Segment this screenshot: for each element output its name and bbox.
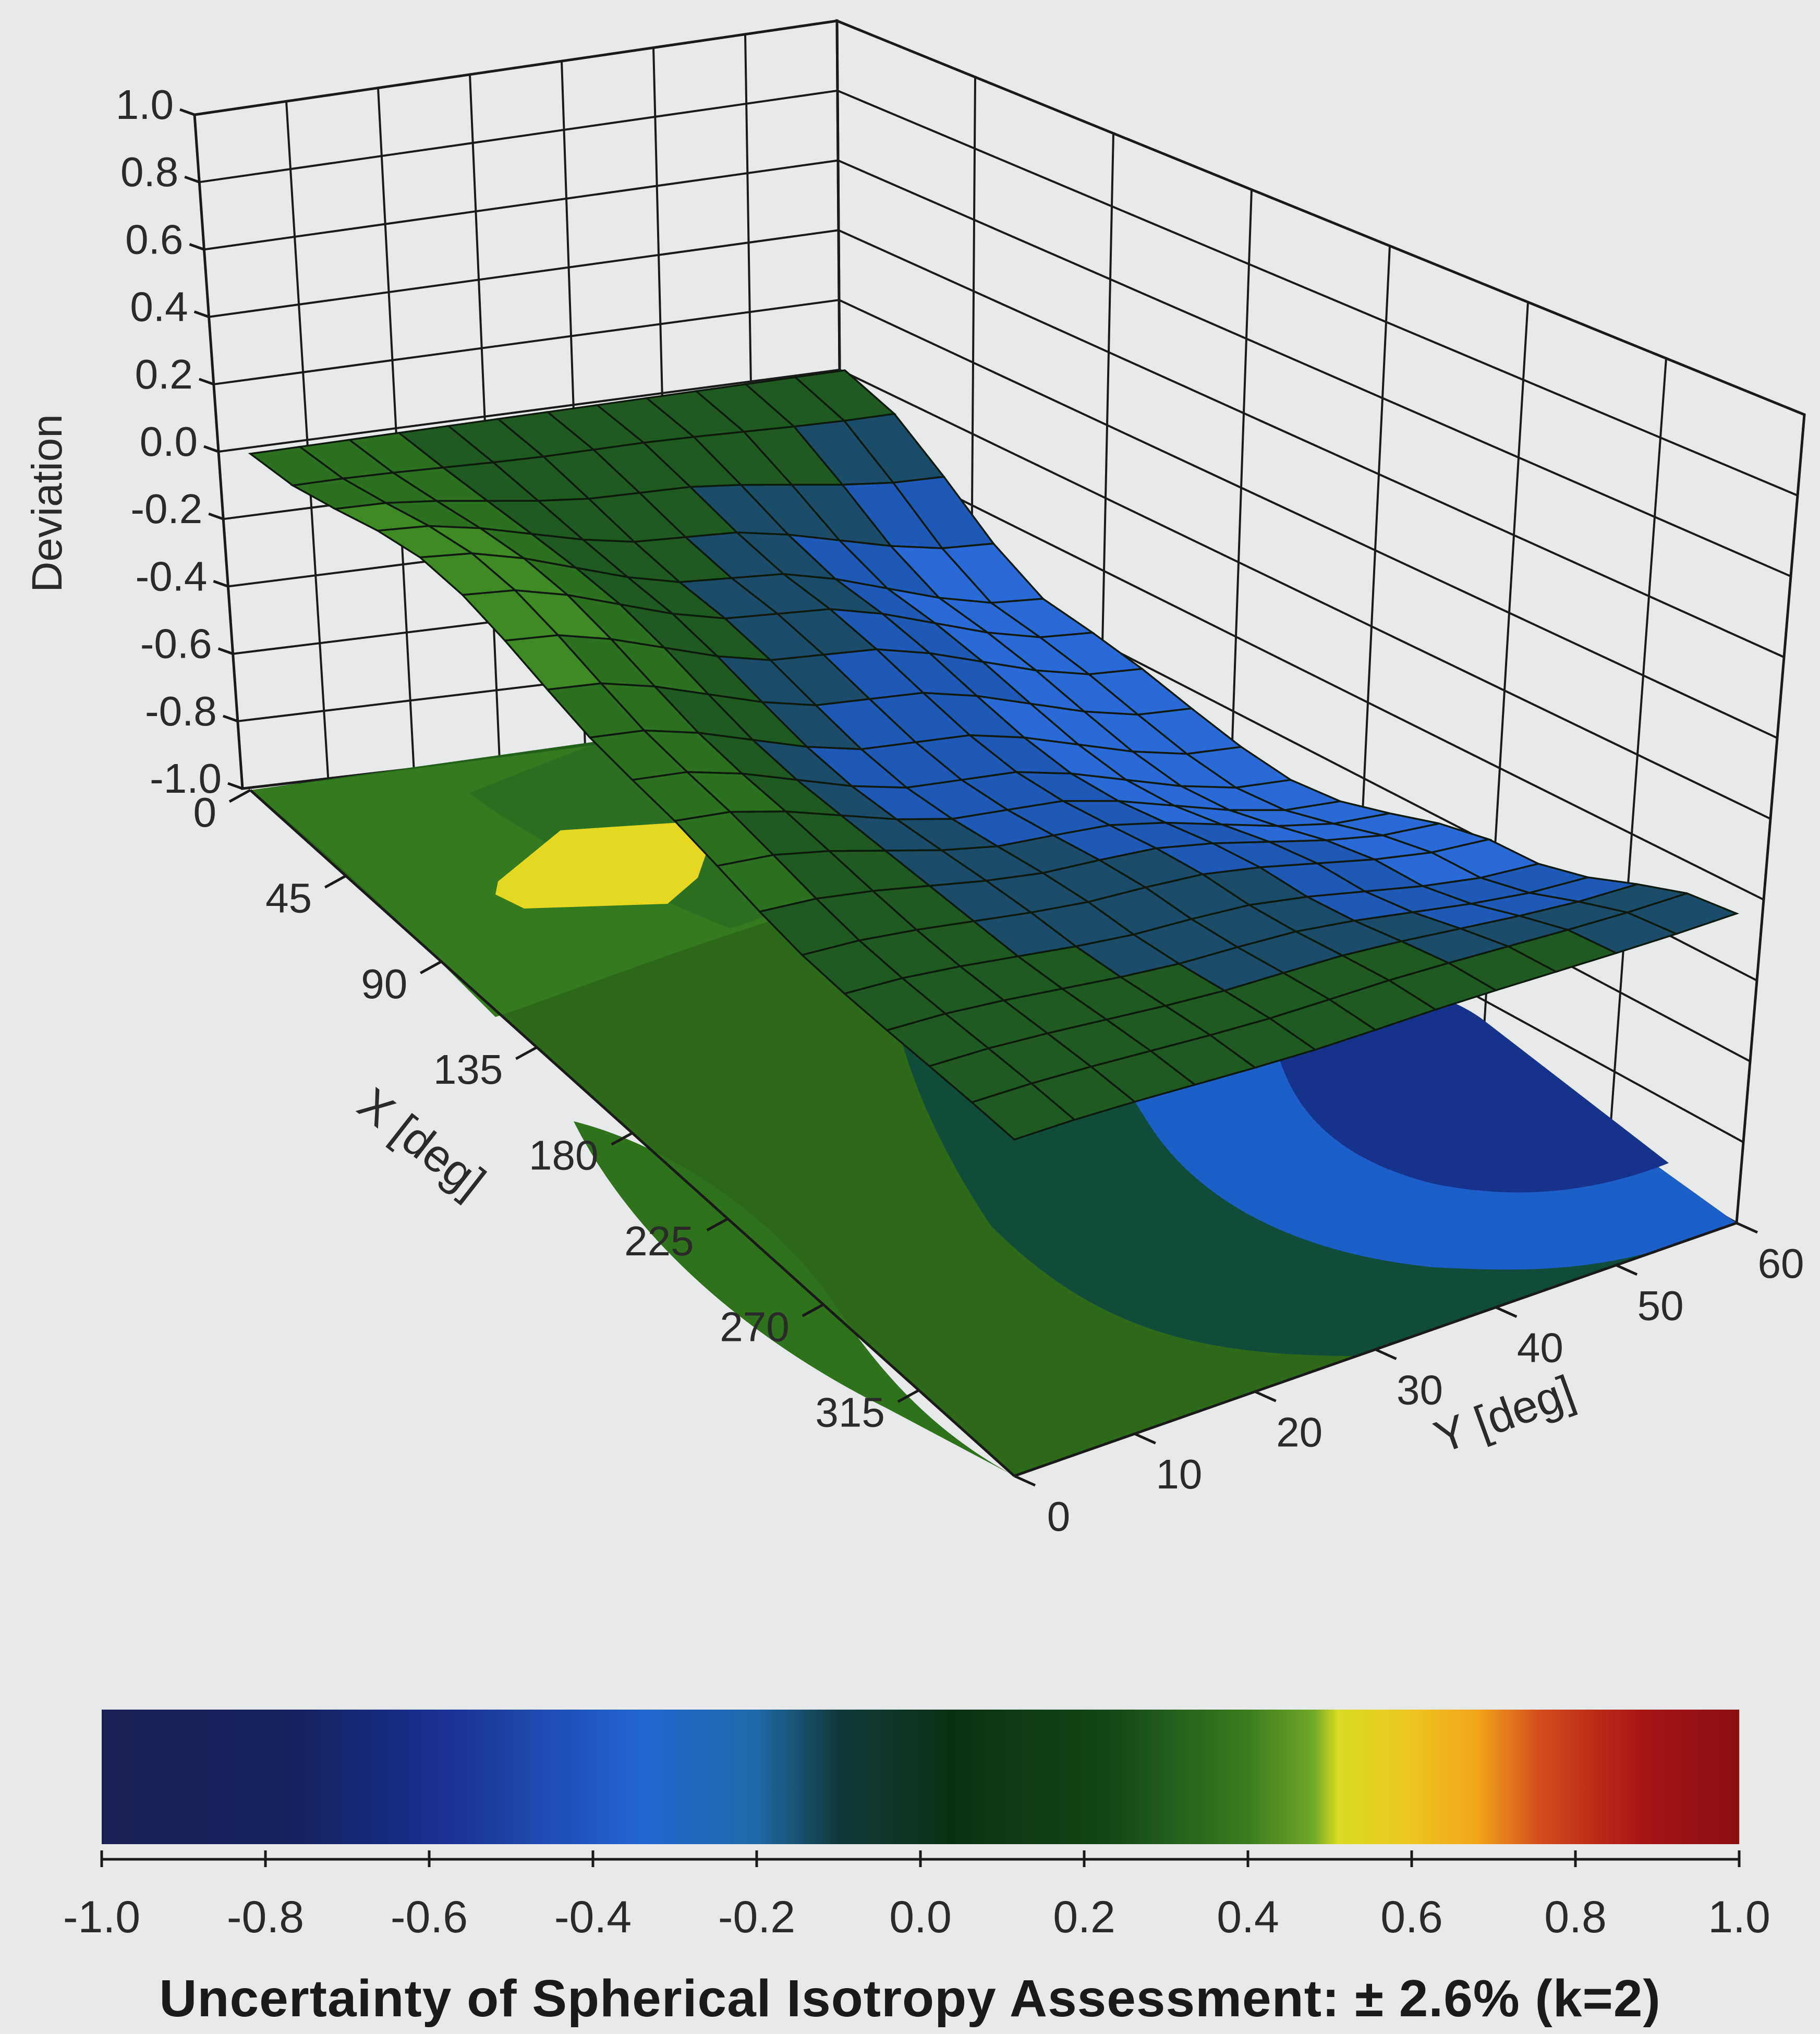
- colorbar-tick-label: -0.8: [227, 1892, 304, 1942]
- wall-gridline: [199, 89, 838, 184]
- colorbar: [102, 1710, 1739, 1861]
- colorbar-tick-label: 1.0: [1708, 1892, 1770, 1942]
- colorbar-tick-label: 0.4: [1217, 1892, 1279, 1942]
- x-axis-title: X [deg]: [348, 1077, 495, 1208]
- y-tick-label: 0: [1047, 1493, 1071, 1540]
- wall-gridline: [837, 89, 1798, 497]
- y-axis-line: [1014, 1221, 1737, 1478]
- z-tick-mark: [189, 243, 205, 251]
- colorbar-tick-label: -0.6: [391, 1892, 468, 1942]
- floor-lower-green: [574, 1121, 1014, 1476]
- x-tick-mark: [228, 789, 251, 803]
- y-tick-mark: [1134, 1432, 1156, 1445]
- y-tick-mark: [1254, 1390, 1277, 1402]
- x-tick-label: 225: [624, 1218, 694, 1264]
- z-tick-mark: [227, 782, 243, 790]
- x-tick-mark: [897, 1389, 920, 1403]
- colorbar-tick-label: 0.8: [1544, 1892, 1607, 1942]
- colorbar-gradient: [102, 1710, 1739, 1844]
- y-tick-label: 10: [1156, 1451, 1202, 1497]
- y-tick-mark: [1495, 1306, 1518, 1318]
- colorbar-tick-label: 0.0: [889, 1892, 952, 1942]
- z-tick-mark: [179, 108, 195, 116]
- z-tick-mark: [203, 445, 219, 453]
- z-tick-mark: [193, 310, 210, 318]
- wall-gridline: [194, 20, 838, 116]
- z-tick-mark: [222, 715, 238, 723]
- z-axis-title: Deviation: [23, 414, 71, 592]
- z-tick-label: 0.2: [135, 351, 193, 397]
- x-tick-mark: [611, 1132, 633, 1146]
- floor-yellow-spot: [495, 821, 712, 909]
- y-axis-title: Y [deg]: [1427, 1365, 1581, 1463]
- z-tick-label: 0.4: [130, 284, 188, 330]
- x-tick-label: 270: [720, 1303, 789, 1350]
- z-tick-label: -0.6: [140, 621, 212, 667]
- y-tick-mark: [1616, 1264, 1638, 1276]
- z-axis: 1.0 0.8 0.6 0.4 0.2 0.0 -0.2 -0.4 -0.6 -0.8 -1.0: [116, 81, 243, 802]
- y-tick-mark: [1375, 1348, 1397, 1360]
- y-tick-label: 50: [1637, 1282, 1684, 1329]
- z-tick-label: -1.0: [150, 755, 222, 802]
- y-tick-label: 60: [1758, 1240, 1804, 1287]
- z-tick-mark: [208, 512, 224, 520]
- z-tick-label: 0.0: [140, 418, 198, 465]
- x-axis-line: [249, 789, 1015, 1477]
- surface-patch: [970, 1082, 1076, 1141]
- wall-gridline: [839, 369, 1771, 820]
- x-axis: 0 45 90 135 180 225 270 315: [193, 789, 1015, 1477]
- deviation-surface: [248, 369, 1740, 1141]
- colorbar-tick-label: 0.2: [1053, 1892, 1115, 1942]
- y-axis: 0 10 20 30 40 50 60: [1013, 1221, 1804, 1540]
- y-tick-label: 20: [1276, 1409, 1322, 1455]
- wall-gridline: [218, 369, 840, 453]
- colorbar-ticks: -1.0 -0.8 -0.6 -0.4 -0.2 0.0 0.2 0.4 0.6 0.8 1.0: [63, 1850, 1770, 1942]
- x-tick-mark: [706, 1217, 729, 1232]
- wall-gridline: [838, 159, 1791, 577]
- wall-gridline: [213, 299, 840, 385]
- y-tick-mark: [1013, 1474, 1036, 1487]
- wall-gridline: [838, 229, 1785, 658]
- z-tick-label: -0.8: [145, 688, 217, 734]
- wall-gridline: [840, 439, 1764, 901]
- x-tick-label: 0: [193, 789, 217, 836]
- y-tick-mark: [1736, 1221, 1758, 1234]
- x-tick-mark: [515, 1046, 538, 1060]
- colorbar-tick-label: -0.4: [554, 1892, 632, 1942]
- z-tick-label: 0.6: [125, 216, 183, 262]
- x-tick-mark: [420, 960, 442, 974]
- colorbar-tick-label: -0.2: [718, 1892, 795, 1942]
- wall-gridline: [377, 88, 415, 769]
- x-tick-mark: [324, 875, 347, 889]
- x-tick-label: 135: [433, 1046, 503, 1093]
- z-tick-mark: [213, 580, 229, 588]
- wall-gridline: [836, 20, 1805, 416]
- x-tick-label: 315: [815, 1389, 884, 1436]
- z-tick-label: -0.2: [130, 486, 202, 532]
- colorbar-tick-label: 0.6: [1380, 1892, 1443, 1942]
- wall-gridline: [209, 229, 839, 318]
- wall-gridline: [285, 101, 330, 779]
- z-tick-mark: [198, 378, 214, 386]
- wall-gridline: [1608, 358, 1667, 1152]
- z-tick-label: -0.4: [136, 553, 208, 599]
- x-tick-label: 90: [361, 961, 407, 1007]
- x-tick-label: 45: [265, 875, 312, 921]
- wall-gridline: [204, 159, 839, 251]
- x-tick-mark: [802, 1303, 824, 1317]
- z-tick-mark: [217, 647, 234, 655]
- x-tick-label: 180: [529, 1132, 598, 1179]
- y-tick-label: 30: [1397, 1367, 1443, 1413]
- wall-gridline: [469, 74, 501, 759]
- z-tick-label: 1.0: [116, 81, 174, 128]
- y-tick-label: 40: [1517, 1325, 1563, 1371]
- z-tick-mark: [184, 175, 200, 184]
- colorbar-tick-label: -1.0: [63, 1892, 140, 1942]
- uncertainty-caption: Uncertainty of Spherical Isotropy Assess…: [159, 1969, 1661, 2028]
- z-tick-label: 0.8: [120, 149, 178, 195]
- wall-gridline: [839, 299, 1778, 739]
